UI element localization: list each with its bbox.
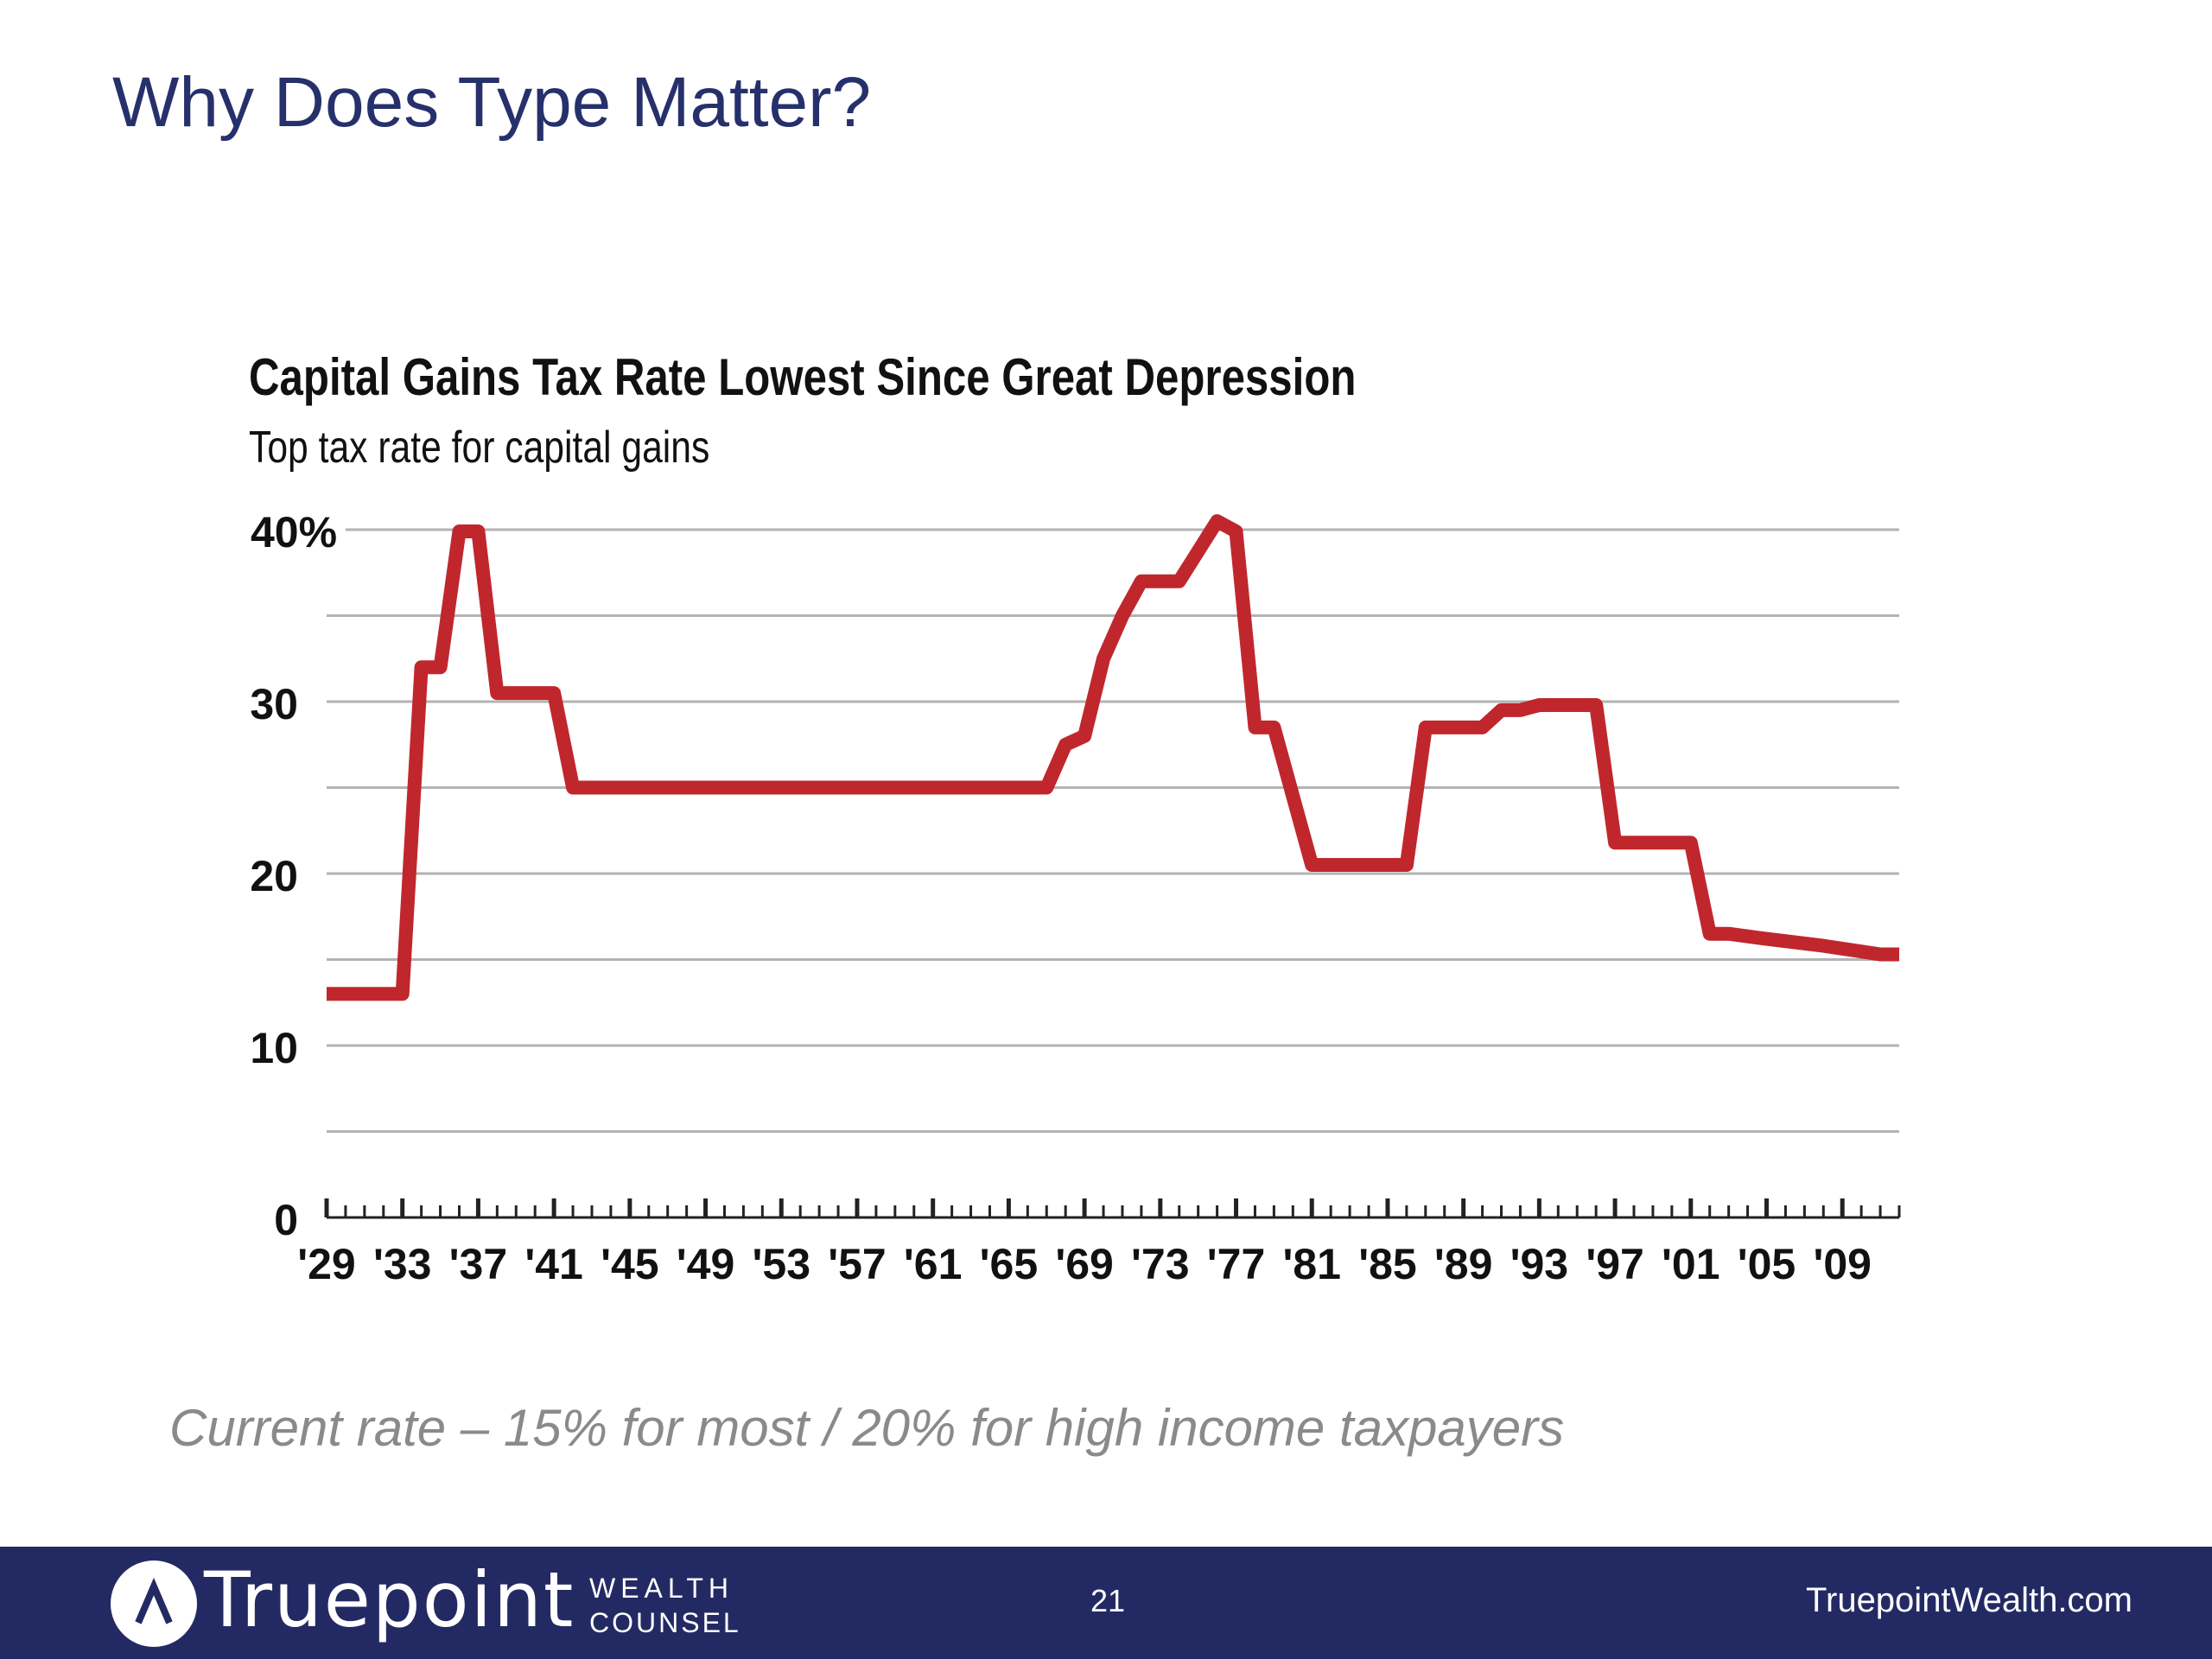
y-tick-label: 30 bbox=[250, 680, 298, 728]
series-line bbox=[327, 514, 1899, 1001]
chart-title: Capital Gains Tax Rate Lowest Since Grea… bbox=[249, 348, 1357, 406]
x-tick-label: '93 bbox=[1510, 1240, 1569, 1288]
x-tick-label: '29 bbox=[297, 1240, 356, 1288]
x-axis bbox=[324, 1198, 1901, 1219]
x-tick-label: '49 bbox=[677, 1240, 735, 1288]
slide-title: Why Does Type Matter? bbox=[112, 63, 872, 142]
slide-caption: Current rate – 15% for most / 20% for hi… bbox=[169, 1399, 1565, 1457]
series-line-layer bbox=[327, 514, 1899, 1001]
x-tick-label: '85 bbox=[1358, 1240, 1417, 1288]
x-tick-label: '89 bbox=[1434, 1240, 1493, 1288]
x-tick-label: '33 bbox=[373, 1240, 432, 1288]
x-tick-label: '73 bbox=[1131, 1240, 1190, 1288]
y-axis-labels: 0 10 20 30 40% bbox=[250, 508, 337, 1244]
y-tick-label: 0 bbox=[274, 1196, 298, 1244]
y-tick-label: 20 bbox=[250, 852, 298, 900]
x-tick-label: '77 bbox=[1207, 1240, 1266, 1288]
x-tick-label: '05 bbox=[1738, 1240, 1796, 1288]
brand-tagline-line2: COUNSEL bbox=[589, 1607, 741, 1638]
brand-name: Truepoint bbox=[204, 1555, 575, 1644]
x-tick-label: '45 bbox=[601, 1240, 659, 1288]
gridlines bbox=[327, 528, 1899, 1133]
x-tick-label: '69 bbox=[1055, 1240, 1114, 1288]
x-tick-label: '97 bbox=[1586, 1240, 1644, 1288]
footer-bar: Truepoint WEALTH COUNSEL 21 TruepointWea… bbox=[0, 1547, 2212, 1659]
x-tick-label: '61 bbox=[904, 1240, 963, 1288]
y-tick-label: 40% bbox=[251, 508, 337, 556]
website-link[interactable]: TruepointWealth.com bbox=[1806, 1581, 2133, 1619]
logo-icon bbox=[111, 1560, 197, 1647]
x-tick-label: '09 bbox=[1813, 1240, 1872, 1288]
page-number: 21 bbox=[1090, 1583, 1126, 1618]
x-tick-label: '81 bbox=[1282, 1240, 1341, 1288]
x-tick-label: '53 bbox=[753, 1240, 811, 1288]
x-tick-label: '41 bbox=[524, 1240, 583, 1288]
brand-tagline-line1: WEALTH bbox=[589, 1573, 734, 1604]
chart-subtitle: Top tax rate for capital gains bbox=[249, 423, 710, 473]
x-axis-labels: '29 '33 '37 '41 '45 '49 '53 '57 '61 '65 '69 '73 '77 '… bbox=[297, 1240, 1872, 1288]
y-tick-label: 10 bbox=[250, 1024, 298, 1072]
x-tick-label: '37 bbox=[449, 1240, 508, 1288]
x-tick-label: '01 bbox=[1662, 1240, 1720, 1288]
x-tick-label: '57 bbox=[828, 1240, 887, 1288]
x-tick-label: '65 bbox=[980, 1240, 1039, 1288]
